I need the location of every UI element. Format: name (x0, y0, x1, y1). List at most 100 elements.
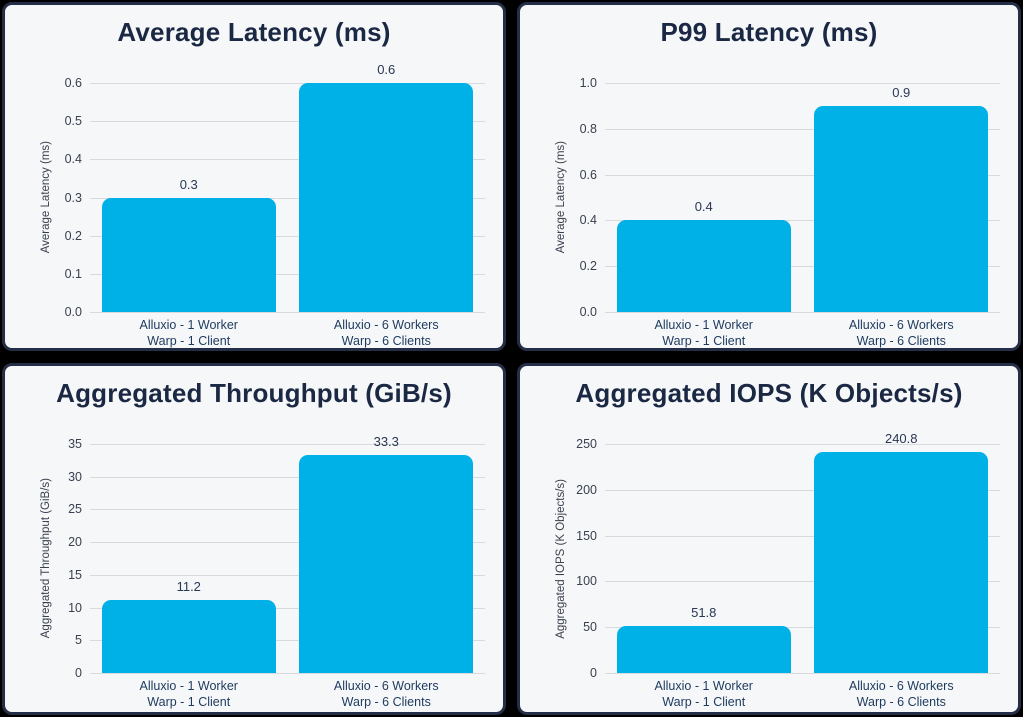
plot-area: 0.3 0.6 (90, 62, 486, 313)
gridline (605, 312, 1000, 313)
y-axis-ticks: 0.0 0.1 0.2 0.3 0.4 0.5 0.6 (5, 76, 82, 319)
bar-slot: 0.6 (288, 62, 486, 312)
bar-slot: 0.4 (605, 83, 803, 312)
panel-aggregated-throughput: Aggregated Throughput (GiB/s) Aggregated… (2, 363, 506, 715)
y-tick-label: 5 (75, 633, 82, 648)
y-tick-label: 0.6 (579, 167, 597, 182)
category-label-line: Warp - 1 Client (662, 695, 746, 709)
y-tick-label: 0.2 (64, 228, 82, 243)
chart-aggregated-throughput: Aggregated Throughput (GiB/s) 11.2 33.3 0 5 1… (5, 366, 503, 712)
gridline (90, 235, 485, 237)
category-label-line: Alluxio - 1 Worker (139, 318, 238, 332)
bar-slot: 11.2 (90, 444, 288, 673)
gridline (605, 627, 1000, 629)
panel-average-latency: Average Latency (ms) Average Latency (ms… (2, 2, 506, 351)
plot-area: 0.4 0.9 (605, 83, 1000, 313)
category-label-line: Warp - 6 Clients (341, 334, 431, 348)
panel-aggregated-iops: Aggregated IOPS (K Objects/s) Aggregated… (517, 363, 1021, 715)
category-label: Alluxio - 1 Worker Warp - 1 Client (605, 317, 803, 348)
bar-slot: 0.3 (90, 83, 288, 312)
y-tick-label: 0.8 (579, 121, 597, 136)
bars-group: 51.8 240.8 (605, 431, 1000, 673)
panel-p99-latency: P99 Latency (ms) Average Latency (ms) 0.4… (517, 2, 1021, 351)
y-axis-ticks: 0.0 0.2 0.4 0.6 0.8 1.0 (520, 76, 597, 319)
gridline (605, 535, 1000, 537)
category-label: Alluxio - 6 Workers Warp - 6 Clients (288, 317, 486, 348)
gridline (605, 489, 1000, 491)
chart-aggregated-iops: Aggregated IOPS (K Objects/s) 51.8 240.8 0 5… (520, 366, 1018, 712)
y-tick-label: 0 (75, 666, 82, 680)
chart-average-latency: Average Latency (ms) 0.3 0.6 0.0 0.1 0.2 0.3 0.… (5, 5, 503, 348)
bar-value-label: 0.9 (892, 84, 911, 100)
gridline (90, 121, 485, 123)
y-tick-label: 150 (576, 528, 597, 543)
y-tick-label: 30 (68, 469, 82, 484)
bar: 0.6 (299, 62, 474, 312)
category-label-line: Warp - 1 Client (662, 334, 746, 348)
gridline (90, 312, 485, 313)
gridline (90, 159, 485, 161)
gridline (605, 581, 1000, 583)
category-label-line: Warp - 1 Client (147, 334, 231, 348)
y-tick-label: 0.0 (579, 305, 597, 319)
category-label-line: Alluxio - 6 Workers (333, 318, 439, 332)
y-tick-label: 0.6 (64, 76, 82, 90)
bar: 0.3 (101, 177, 276, 312)
category-label-line: Alluxio - 6 Workers (333, 679, 439, 693)
gridline (605, 83, 1000, 84)
category-label-line: Alluxio - 1 Worker (654, 679, 753, 693)
category-label-line: Alluxio - 1 Worker (139, 679, 238, 693)
y-tick-label: 0.0 (64, 305, 82, 319)
y-tick-label: 15 (68, 567, 82, 582)
gridline (90, 444, 485, 445)
y-axis-ticks: 0 5 10 15 20 25 30 35 (5, 437, 82, 680)
y-tick-label: 0.4 (579, 213, 597, 228)
category-label: Alluxio - 6 Workers Warp - 6 Clients (288, 678, 486, 710)
gridline (90, 476, 485, 478)
y-tick-label: 0 (590, 666, 597, 680)
bar: 11.2 (101, 579, 276, 673)
y-tick-label: 1.0 (579, 76, 597, 90)
gridline (90, 509, 485, 511)
category-label: Alluxio - 1 Worker Warp - 1 Client (605, 678, 803, 710)
gridline (605, 673, 1000, 674)
y-tick-label: 20 (68, 535, 82, 550)
bar-value-label: 0.4 (694, 199, 713, 215)
gridline (90, 197, 485, 199)
bar: 33.3 (299, 434, 474, 673)
chart-title-p99-latency: P99 Latency (ms) (660, 17, 878, 47)
category-label: Alluxio - 6 Workers Warp - 6 Clients (803, 317, 1001, 348)
y-tick-label: 0.2 (579, 259, 597, 274)
y-tick-label: 200 (576, 482, 597, 497)
bar: 51.8 (616, 605, 791, 673)
gridline (605, 444, 1000, 445)
y-axis-ticks: 0 50 100 150 200 250 (520, 437, 597, 680)
gridline (90, 542, 485, 544)
category-label-line: Warp - 6 Clients (856, 334, 946, 348)
chart-title-aggregated-iops: Aggregated IOPS (K Objects/s) (575, 378, 963, 408)
bar: 240.8 (814, 431, 989, 673)
chart-p99-latency: Average Latency (ms) 0.4 0.9 0.0 0.2 0.4 0.6 0.… (520, 5, 1018, 348)
bar: 0.4 (616, 199, 791, 312)
y-tick-label: 10 (68, 600, 82, 615)
gridline (605, 220, 1000, 222)
category-label-line: Warp - 1 Client (147, 695, 231, 709)
bar-value-label: 33.3 (373, 434, 399, 450)
gridline (90, 83, 485, 84)
plot-area: 51.8 240.8 (605, 431, 1000, 674)
chart-title-average-latency: Average Latency (ms) (117, 17, 391, 47)
bars-group: 0.4 0.9 (605, 83, 1000, 312)
category-label: Alluxio - 1 Worker Warp - 1 Client (90, 678, 288, 710)
x-axis-categories: Alluxio - 1 Worker Warp - 1 Client Alluxio… (605, 317, 1001, 348)
category-label: Alluxio - 1 Worker Warp - 1 Client (90, 317, 288, 348)
category-label: Alluxio - 6 Workers Warp - 6 Clients (803, 678, 1001, 710)
category-label-line: Alluxio - 6 Workers (848, 679, 954, 693)
y-tick-label: 0.5 (64, 114, 82, 129)
bar-value-label: 0.3 (179, 176, 198, 192)
bar-value-label: 11.2 (176, 578, 201, 594)
gridline (90, 574, 485, 576)
x-axis-categories: Alluxio - 1 Worker Warp - 1 Client Alluxio… (605, 678, 1000, 710)
bar: 0.9 (814, 85, 989, 312)
y-tick-label: 25 (68, 502, 82, 517)
